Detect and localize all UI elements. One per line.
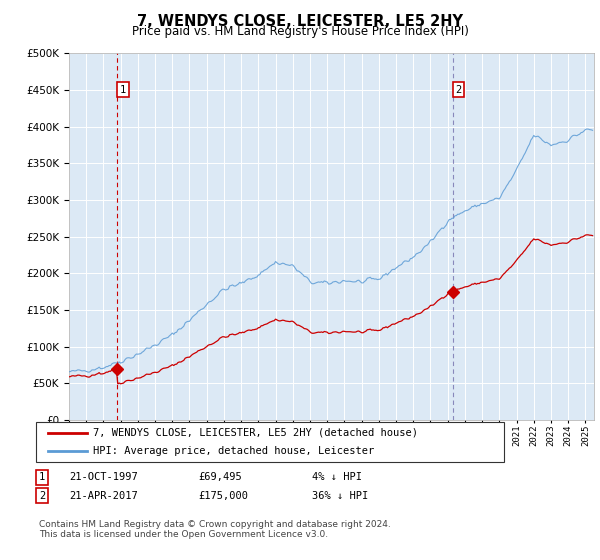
- Text: 36% ↓ HPI: 36% ↓ HPI: [312, 491, 368, 501]
- Text: 4% ↓ HPI: 4% ↓ HPI: [312, 472, 362, 482]
- Text: 2: 2: [39, 491, 45, 501]
- Text: £175,000: £175,000: [198, 491, 248, 501]
- Text: Contains HM Land Registry data © Crown copyright and database right 2024.
This d: Contains HM Land Registry data © Crown c…: [39, 520, 391, 539]
- Text: Price paid vs. HM Land Registry's House Price Index (HPI): Price paid vs. HM Land Registry's House …: [131, 25, 469, 38]
- Text: 21-APR-2017: 21-APR-2017: [69, 491, 138, 501]
- Text: £69,495: £69,495: [198, 472, 242, 482]
- Text: HPI: Average price, detached house, Leicester: HPI: Average price, detached house, Leic…: [93, 446, 374, 456]
- Text: 7, WENDYS CLOSE, LEICESTER, LE5 2HY (detached house): 7, WENDYS CLOSE, LEICESTER, LE5 2HY (det…: [93, 428, 418, 438]
- Text: 1: 1: [120, 85, 126, 95]
- Text: 2: 2: [455, 85, 461, 95]
- Text: 1: 1: [39, 472, 45, 482]
- Text: 21-OCT-1997: 21-OCT-1997: [69, 472, 138, 482]
- Text: 7, WENDYS CLOSE, LEICESTER, LE5 2HY: 7, WENDYS CLOSE, LEICESTER, LE5 2HY: [137, 14, 463, 29]
